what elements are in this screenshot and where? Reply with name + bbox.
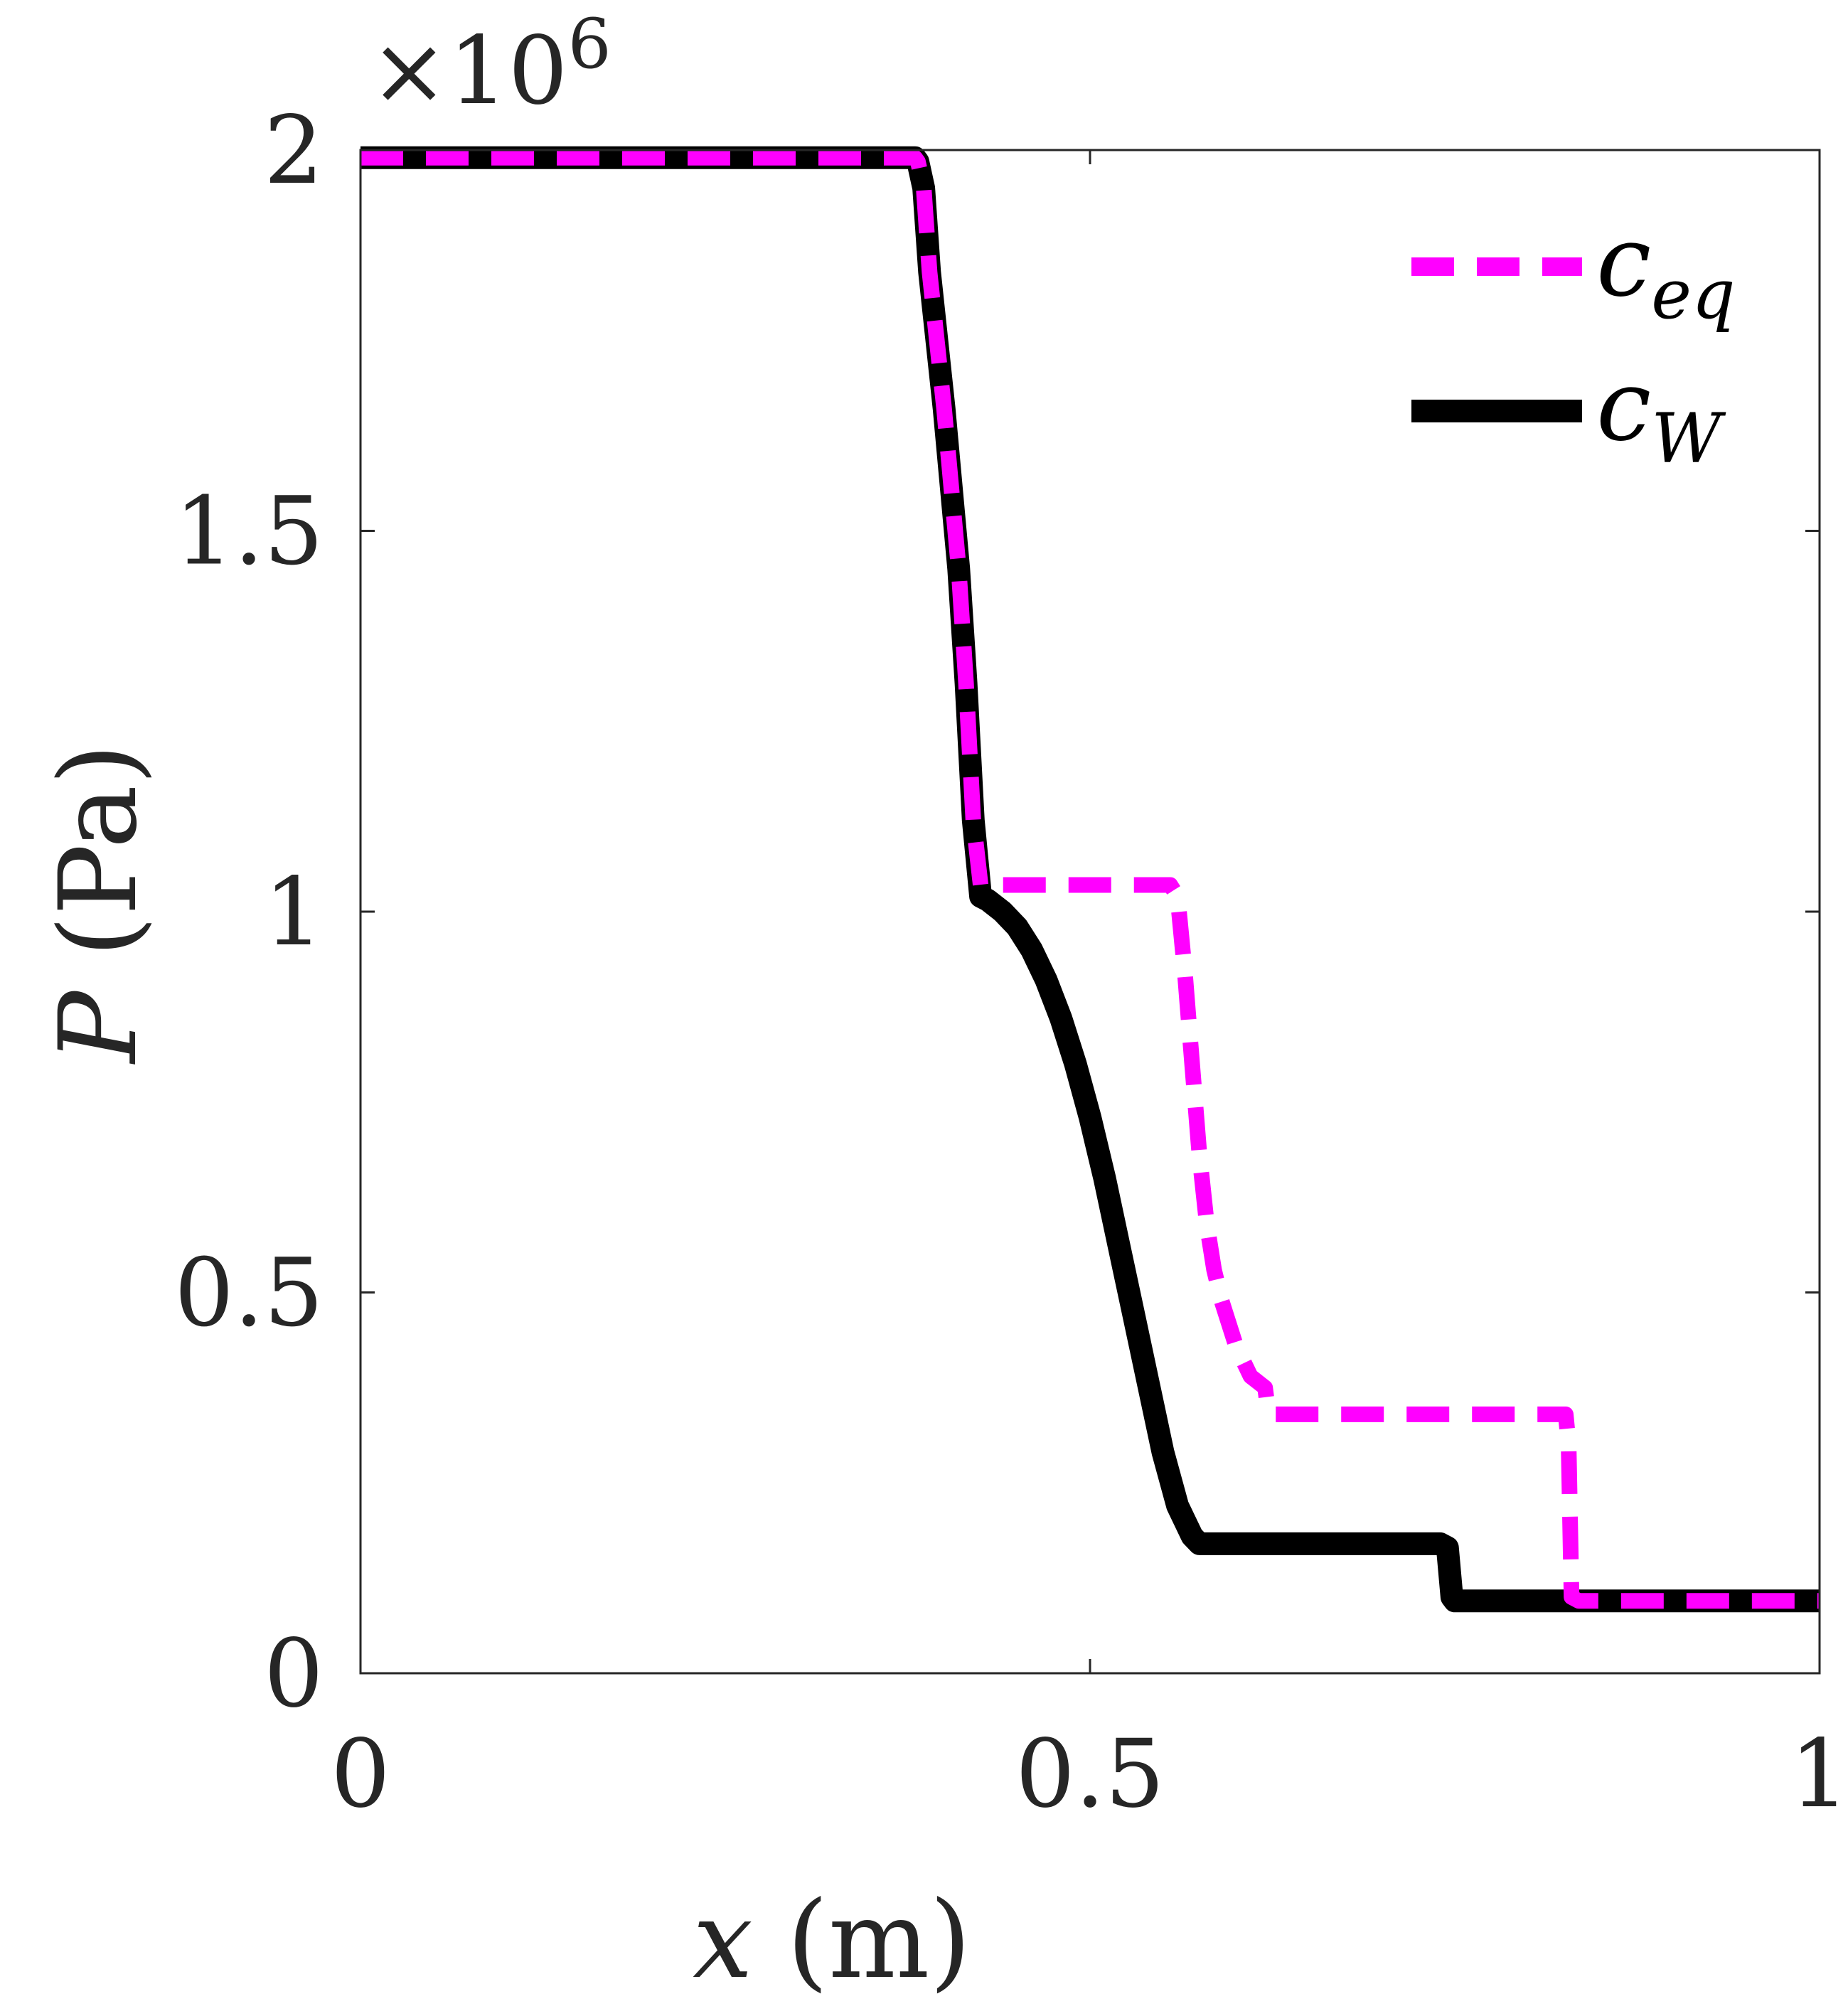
y-tick-label: 0.5 xyxy=(174,1239,324,1348)
y-axis-var: P xyxy=(37,989,161,1065)
y-tick-label: 2 xyxy=(264,96,324,206)
y-tick-label: 1 xyxy=(264,858,324,967)
x-tick-label: 0.5 xyxy=(1015,1719,1165,1829)
x-axis-title: x (m) xyxy=(693,1879,971,2002)
legend: ceq cW xyxy=(1411,204,1736,479)
y-axis-unit: (Pa) xyxy=(37,743,161,957)
y-exponent-label: ×106 xyxy=(370,4,611,126)
y-axis-title: P (Pa) xyxy=(37,743,161,1065)
x-axis-var: x xyxy=(693,1879,753,2002)
legend-label-c-eq: ceq xyxy=(1596,204,1736,334)
y-tick-label: 0 xyxy=(264,1619,324,1729)
x-axis-unit: (m) xyxy=(787,1879,971,2002)
x-tick-label: 0 xyxy=(331,1719,390,1829)
ticks-layer: 0 0.5 1 0 0.5 1 1.5 2 xyxy=(174,96,1848,1829)
legend-label-c-w: cW xyxy=(1596,348,1726,479)
y-exponent-power: 6 xyxy=(568,4,611,84)
y-tick-label: 1.5 xyxy=(174,477,324,587)
series-layer xyxy=(360,146,1820,1613)
series-line-c-eq xyxy=(360,149,1820,1609)
x-tick-label: 1 xyxy=(1790,1719,1848,1829)
